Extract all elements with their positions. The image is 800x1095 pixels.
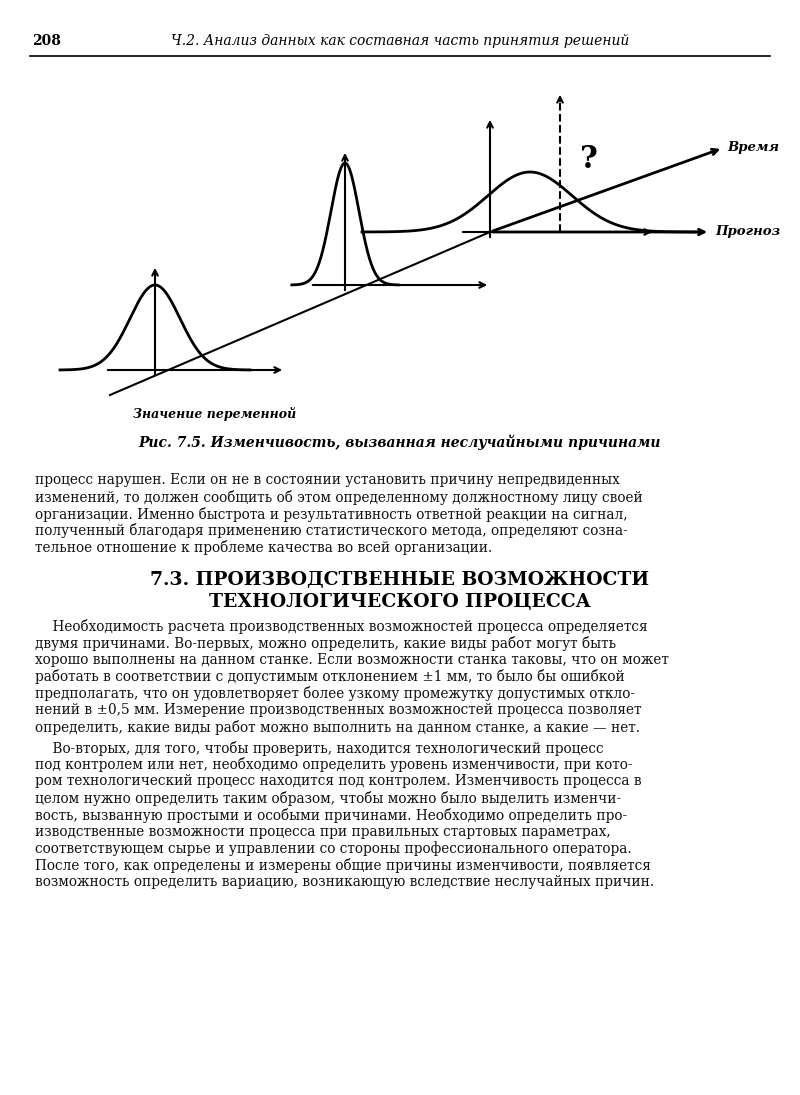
Text: возможность определить вариацию, возникающую вследствие неслучайных причин.: возможность определить вариацию, возника… xyxy=(35,875,654,889)
Text: Прогноз: Прогноз xyxy=(715,226,780,239)
Text: определить, какие виды работ можно выполнить на данном станке, а какие — нет.: определить, какие виды работ можно выпол… xyxy=(35,719,640,735)
Text: Во-вторых, для того, чтобы проверить, находится технологический процесс: Во-вторых, для того, чтобы проверить, на… xyxy=(35,740,604,756)
Text: Время: Время xyxy=(727,141,779,154)
Text: полученный благодаря применению статистического метода, определяют созна-: полученный благодаря применению статисти… xyxy=(35,523,628,539)
Text: соответствующем сырье и управлении со стороны профессионального оператора.: соответствующем сырье и управлении со ст… xyxy=(35,841,632,856)
Text: организации. Именно быстрота и результативность ответной реакции на сигнал,: организации. Именно быстрота и результат… xyxy=(35,507,628,521)
Text: Рис. 7.5. Изменчивость, вызванная неслучайными причинами: Рис. 7.5. Изменчивость, вызванная неслуч… xyxy=(138,435,662,450)
Text: процесс нарушен. Если он не в состоянии установить причину непредвиденных: процесс нарушен. Если он не в состоянии … xyxy=(35,473,620,487)
Text: ТЕХНОЛОГИЧЕСКОГО ПРОЦЕССА: ТЕХНОЛОГИЧЕСКОГО ПРОЦЕССА xyxy=(209,593,591,611)
Text: После того, как определены и измерены общие причины изменчивости, появляется: После того, как определены и измерены об… xyxy=(35,858,651,873)
Text: изменений, то должен сообщить об этом определенному должностному лицу своей: изменений, то должен сообщить об этом оп… xyxy=(35,489,642,505)
Text: нений в ±0,5 мм. Измерение производственных возможностей процесса позволяет: нений в ±0,5 мм. Измерение производствен… xyxy=(35,703,642,717)
Text: Значение переменной: Значение переменной xyxy=(134,407,297,420)
Text: Необходимость расчета производственных возможностей процесса определяется: Необходимость расчета производственных в… xyxy=(35,619,648,634)
Text: тельное отношение к проблеме качества во всей организации.: тельное отношение к проблеме качества во… xyxy=(35,540,492,555)
Text: 7.3. ПРОИЗВОДСТВЕННЫЕ ВОЗМОЖНОСТИ: 7.3. ПРОИЗВОДСТВЕННЫЕ ВОЗМОЖНОСТИ xyxy=(150,570,650,589)
Text: изводственные возможности процесса при правильных стартовых параметрах,: изводственные возможности процесса при п… xyxy=(35,825,610,839)
Text: ром технологический процесс находится под контролем. Изменчивость процесса в: ром технологический процесс находится по… xyxy=(35,774,642,788)
Text: Ч.2. Анализ данных как составная часть принятия решений: Ч.2. Анализ данных как составная часть п… xyxy=(171,34,629,48)
Text: 208: 208 xyxy=(32,34,61,48)
Text: целом нужно определить таким образом, чтобы можно было выделить изменчи-: целом нужно определить таким образом, чт… xyxy=(35,791,621,806)
Text: ?: ? xyxy=(580,145,598,175)
Text: вость, вызванную простыми и особыми причинами. Необходимо определить про-: вость, вызванную простыми и особыми прич… xyxy=(35,808,627,822)
Text: хорошо выполнены на данном станке. Если возможности станка таковы, что он может: хорошо выполнены на данном станке. Если … xyxy=(35,653,669,667)
Text: двумя причинами. Во-первых, можно определить, какие виды работ могут быть: двумя причинами. Во-первых, можно опреде… xyxy=(35,636,616,650)
Text: под контролем или нет, необходимо определить уровень изменчивости, при кото-: под контролем или нет, необходимо опреде… xyxy=(35,758,633,772)
Text: предполагать, что он удовлетворяет более узкому промежутку допустимых откло-: предполагать, что он удовлетворяет более… xyxy=(35,687,635,701)
Text: работать в соответствии с допустимым отклонением ±1 мм, то было бы ошибкой: работать в соответствии с допустимым отк… xyxy=(35,669,625,684)
